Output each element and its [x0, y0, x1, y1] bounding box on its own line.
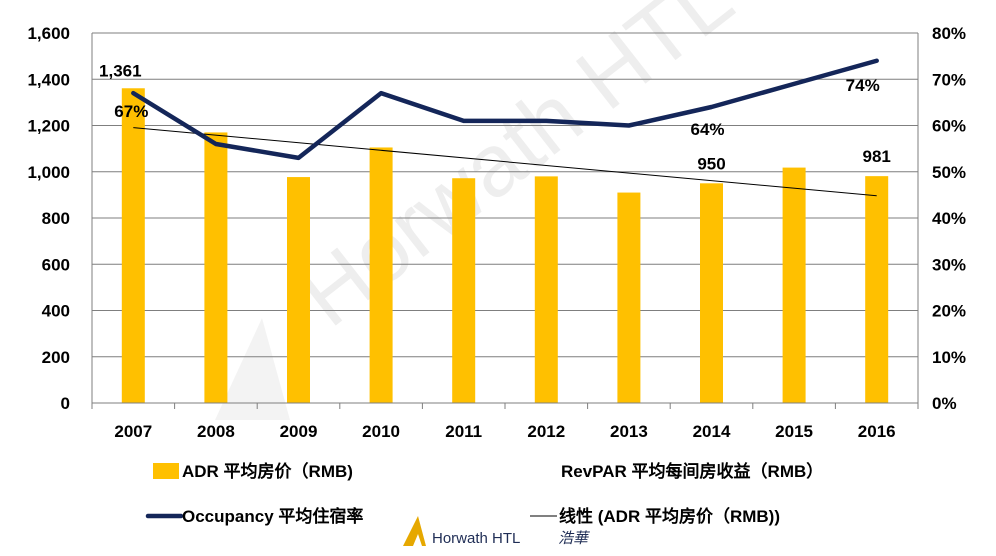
axes: 0 200 400 600 800 1,000 1,200 1,400 1,600 0% 10% 20… — [27, 24, 966, 441]
occupancy-series — [131, 58, 879, 161]
y-left-tick-label: 0 — [61, 394, 70, 413]
x-tick-label: 2008 — [197, 422, 235, 441]
logo-text: Horwath HTL — [432, 530, 520, 547]
bar — [121, 88, 145, 404]
data-labels: 1,361 950 981 67% 64% 74% — [99, 61, 891, 173]
trendline-series — [133, 127, 877, 197]
bar — [287, 177, 310, 403]
x-tick-label: 2010 — [362, 422, 400, 441]
y-left-tick-label: 800 — [42, 209, 70, 228]
y-left-tick-label: 1,400 — [27, 70, 70, 89]
trendline — [133, 127, 877, 197]
watermark-logo-mark — [215, 318, 290, 420]
data-label: 64% — [690, 120, 724, 139]
y-right-tick-label: 70% — [932, 70, 966, 89]
y-left-tick-label: 600 — [42, 255, 70, 274]
data-label: 950 — [697, 154, 725, 173]
bar — [865, 176, 889, 403]
legend: ADR 平均房价（RMB) RevPAR 平均每间房收益（RMB） Occupanc… — [145, 461, 823, 526]
data-label: 981 — [863, 147, 891, 166]
bar — [782, 167, 806, 403]
y-left-tick-label: 1,200 — [27, 117, 70, 136]
x-tick-label: 2014 — [693, 422, 731, 441]
x-tick-label: 2012 — [527, 422, 565, 441]
data-label: 1,361 — [99, 61, 142, 80]
bar — [617, 192, 641, 403]
y-right-tick-label: 80% — [932, 24, 966, 43]
data-label: 74% — [846, 76, 880, 95]
y-right-tick-label: 10% — [932, 348, 966, 367]
y-right-tick-label: 20% — [932, 302, 966, 321]
y-left-tick-label: 1,000 — [27, 163, 70, 182]
bar — [700, 183, 723, 403]
y-right-tick-label: 30% — [932, 255, 966, 274]
horwath-logo-icon-inner — [413, 534, 422, 546]
x-tick-label: 2016 — [858, 422, 896, 441]
horwath-logo-icon — [403, 516, 426, 546]
data-label: 67% — [114, 102, 148, 121]
y-right-tick-label: 40% — [932, 209, 966, 228]
gridlines — [92, 32, 918, 358]
bar — [452, 178, 476, 403]
legend-label: Occupancy 平均住宿率 — [182, 506, 363, 526]
x-tick-label: 2011 — [445, 422, 482, 441]
x-tick-label: 2007 — [114, 422, 152, 441]
bar — [369, 147, 393, 403]
y-right-tick-label: 0% — [932, 394, 957, 413]
logo-text-cn: 浩華 — [558, 530, 590, 547]
y-right-tick-label: 60% — [932, 117, 966, 136]
x-tick-label: 2015 — [775, 422, 813, 441]
legend-swatch-bar — [153, 463, 179, 479]
legend-label: 线性 (ADR 平均房价（RMB)) — [559, 506, 780, 526]
occupancy-line — [131, 58, 879, 161]
x-tick-label: 2013 — [610, 422, 648, 441]
y-left-tick-label: 400 — [42, 302, 70, 321]
legend-label: ADR 平均房价（RMB) — [182, 461, 353, 481]
bar — [204, 132, 228, 403]
y-left-tick-label: 200 — [42, 348, 70, 367]
y-right-tick-label: 50% — [932, 163, 966, 182]
x-tick-label: 2009 — [280, 422, 318, 441]
watermark-text: Horwath HTL — [281, 0, 750, 345]
y-left-tick-label: 1,600 — [27, 24, 70, 43]
legend-label: RevPAR 平均每间房收益（RMB） — [561, 461, 823, 481]
bar-series — [121, 88, 889, 404]
horwath-logo: Horwath HTL 浩華 — [403, 516, 590, 547]
bar — [534, 176, 558, 403]
